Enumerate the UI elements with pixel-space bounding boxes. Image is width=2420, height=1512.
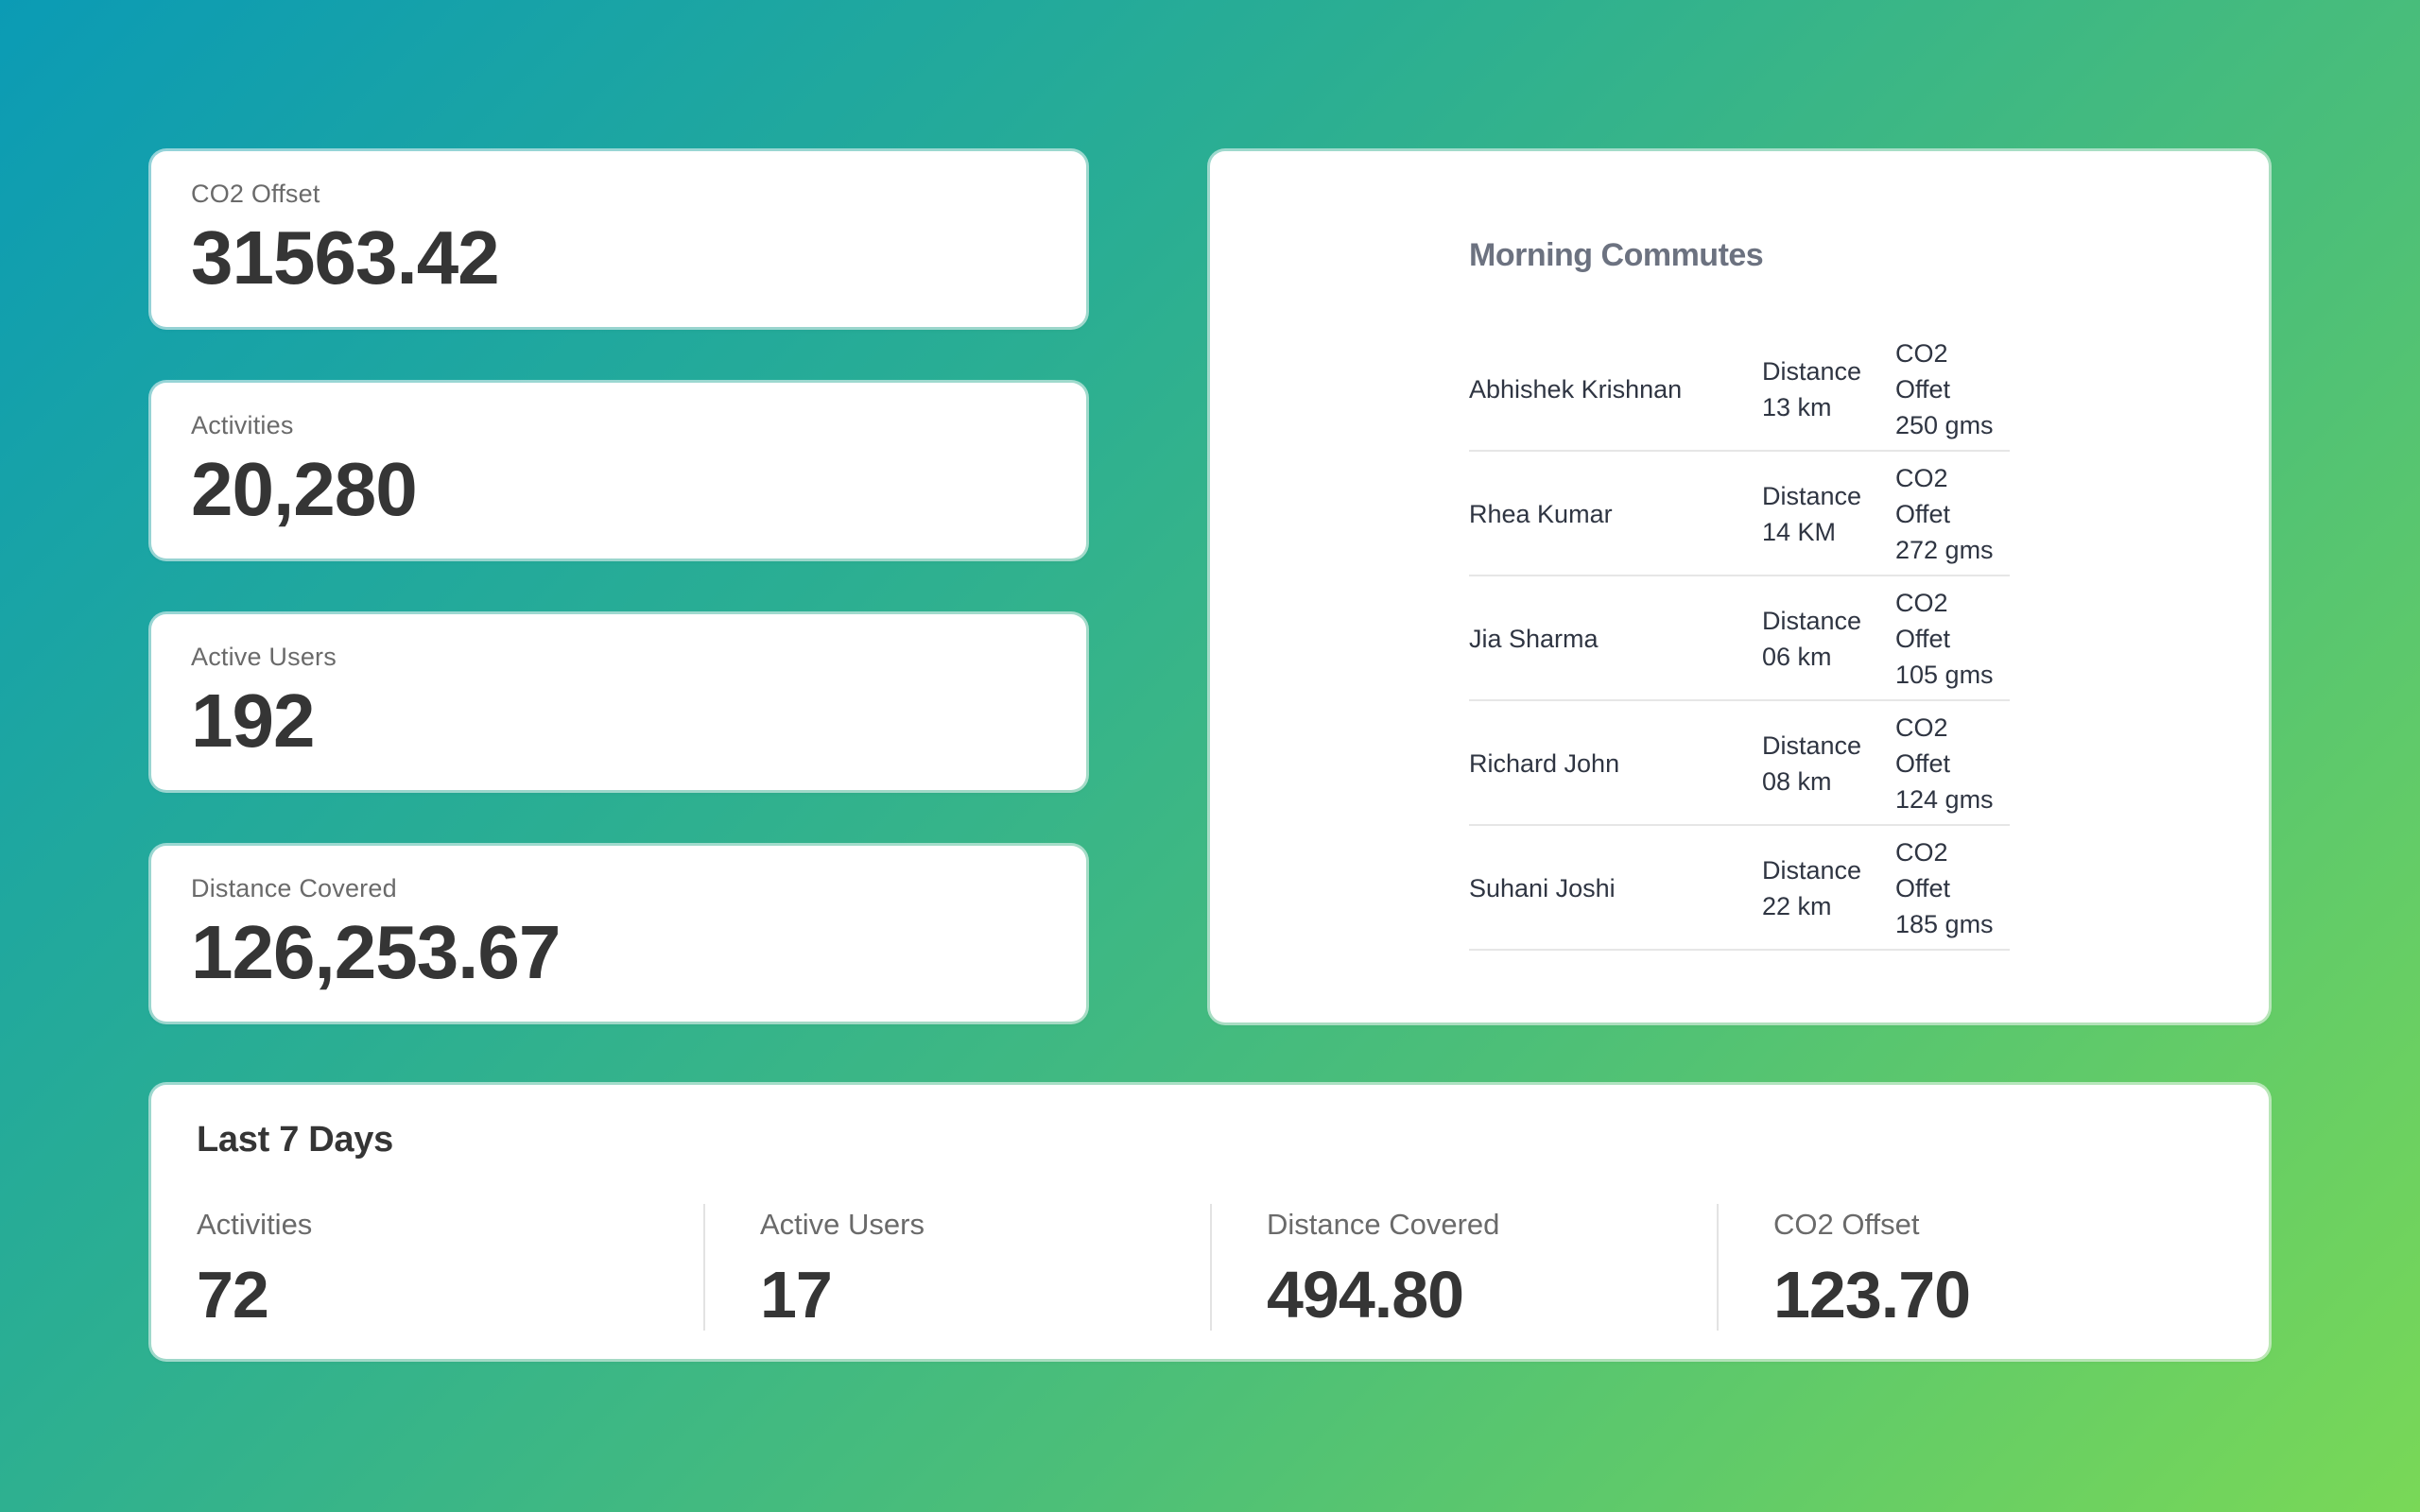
week-stat-distance-covered: Distance Covered 494.80 [1267,1204,1499,1331]
distance-label: Distance [1762,482,1862,510]
stat-card-activities: Activities 20,280 [151,383,1086,558]
week-stat-label: Activities [197,1208,313,1241]
distance-label: Distance [1762,357,1862,386]
distance-value: 14 KM [1762,518,1837,546]
stat-value: 31563.42 [191,215,500,300]
co2-value: 185 gms [1895,910,1994,938]
last-7-days-card: Last 7 Days Activities 72 Active Users 1… [151,1085,2269,1359]
distance-cell: Distance 14 KM [1762,452,1861,576]
commute-row: Suhani Joshi Distance 22 km CO2 Offet 18… [1469,826,2010,951]
co2-label: CO2 Offet [1895,339,1951,404]
distance-value: 08 km [1762,767,1832,796]
week-stat-value: 123.70 [1773,1258,1971,1332]
stat-value: 192 [191,679,315,763]
stat-card-co2-offset: CO2 Offset 31563.42 [151,151,1086,327]
week-stat-activities: Activities 72 [197,1204,312,1331]
distance-label: Distance [1762,607,1862,635]
distance-label: Distance [1762,731,1862,760]
co2-label: CO2 Offet [1895,589,1951,653]
commute-row: Richard John Distance 08 km CO2 Offet 12… [1469,701,2010,826]
commute-row: Abhishek Krishnan Distance 13 km CO2 Off… [1469,327,2010,452]
stat-label: Activities [191,411,294,439]
distance-cell: Distance 22 km [1762,826,1861,951]
distance-value: 22 km [1762,892,1832,920]
co2-value: 250 gms [1895,411,1994,439]
divider [1210,1204,1212,1331]
co2-cell: CO2 Offet 185 gms [1895,826,2010,951]
distance-cell: Distance 13 km [1762,327,1861,452]
commuter-name: Jia Sharma [1469,624,1599,653]
week-stat-label: CO2 Offset [1773,1208,1920,1241]
co2-label: CO2 Offet [1895,838,1951,902]
distance-label: Distance [1762,856,1862,885]
commuter-name: Suhani Joshi [1469,873,1616,902]
commuter-name: Richard John [1469,748,1620,778]
commuter-name: Abhishek Krishnan [1469,374,1683,404]
stat-value: 20,280 [191,447,418,531]
co2-cell: CO2 Offet 105 gms [1895,576,2010,701]
divider [703,1204,705,1331]
divider [1717,1204,1719,1331]
stat-value: 126,253.67 [191,910,561,994]
co2-value: 272 gms [1895,536,1994,564]
morning-commutes-card: Morning Commutes Abhishek Krishnan Dista… [1210,151,2269,1022]
morning-commutes-title: Morning Commutes [1469,237,1764,273]
stat-label: Active Users [191,643,337,671]
last-7-days-title: Last 7 Days [197,1120,393,1160]
stat-label: CO2 Offset [191,180,320,208]
commute-row: Jia Sharma Distance 06 km CO2 Offet 105 … [1469,576,2010,701]
co2-value: 124 gms [1895,785,1994,814]
co2-cell: CO2 Offet 250 gms [1895,327,2010,452]
week-stat-value: 72 [197,1258,269,1332]
stat-card-distance-covered: Distance Covered 126,253.67 [151,846,1086,1022]
commuter-name: Rhea Kumar [1469,499,1613,528]
co2-cell: CO2 Offet 272 gms [1895,452,2010,576]
co2-label: CO2 Offet [1895,464,1951,528]
week-stat-label: Distance Covered [1267,1208,1500,1241]
commute-list: Abhishek Krishnan Distance 13 km CO2 Off… [1469,327,2010,951]
week-stat-co2-offset: CO2 Offset 123.70 [1773,1204,1971,1332]
distance-value: 06 km [1762,643,1832,671]
co2-cell: CO2 Offet 124 gms [1895,701,2010,826]
distance-cell: Distance 06 km [1762,576,1861,701]
week-stat-active-users: Active Users 17 [760,1204,925,1331]
stat-card-active-users: Active Users 192 [151,614,1086,790]
distance-cell: Distance 08 km [1762,701,1861,826]
distance-value: 13 km [1762,393,1832,421]
week-stat-value: 494.80 [1267,1258,1464,1332]
stat-label: Distance Covered [191,874,397,902]
week-stat-value: 17 [760,1258,833,1332]
co2-label: CO2 Offet [1895,713,1951,778]
commute-row: Rhea Kumar Distance 14 KM CO2 Offet 272 … [1469,452,2010,576]
week-stat-label: Active Users [760,1208,925,1241]
co2-value: 105 gms [1895,661,1994,689]
